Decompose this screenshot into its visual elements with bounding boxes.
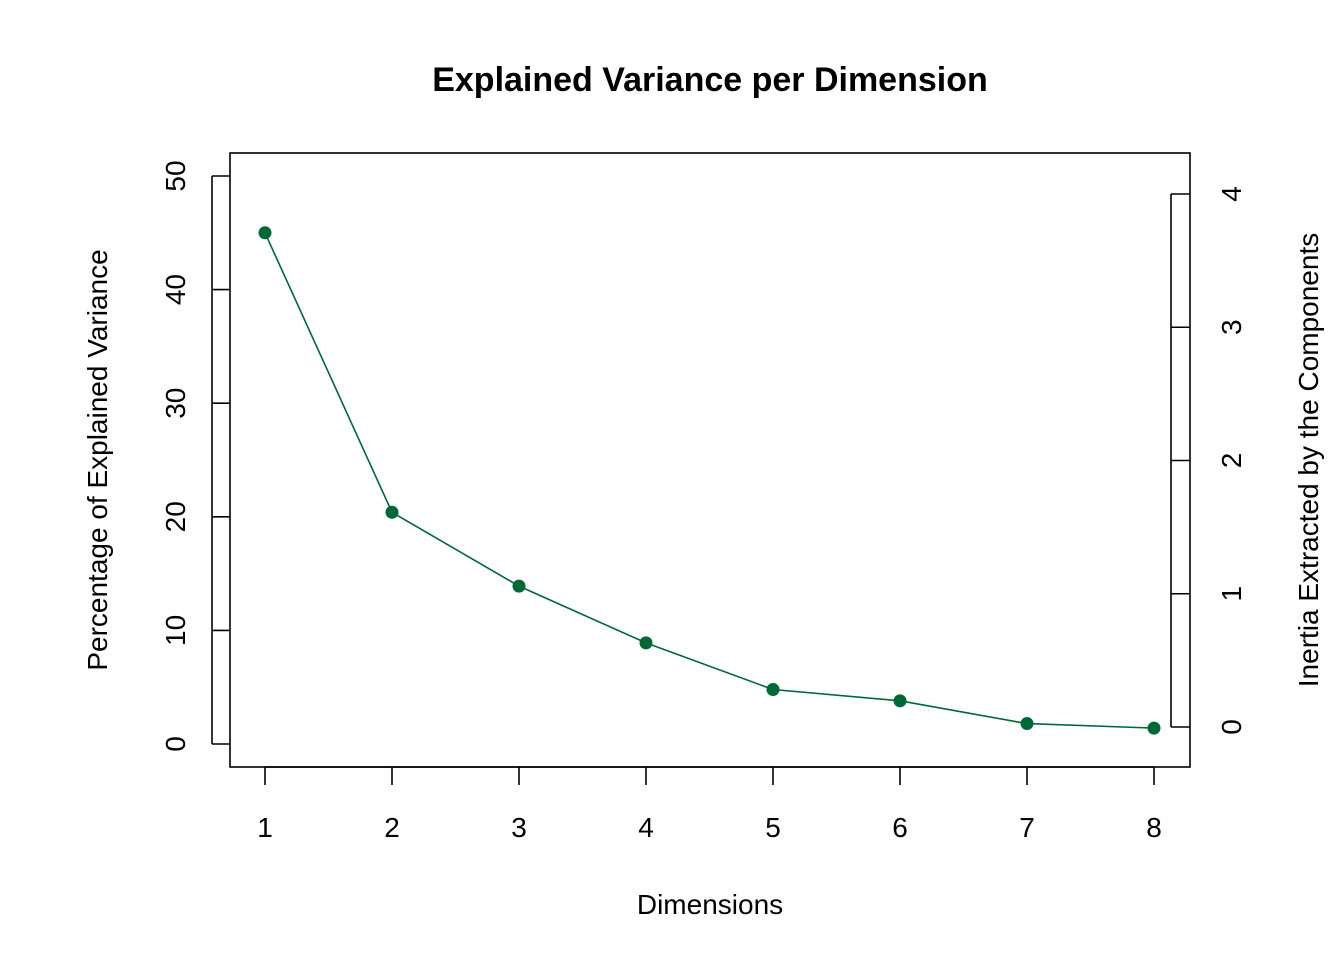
y-axis-label: Percentage of Explained Variance bbox=[82, 249, 113, 670]
secondary-y-tick-label: 4 bbox=[1216, 186, 1247, 202]
data-point bbox=[893, 694, 907, 708]
x-tick-label: 6 bbox=[892, 812, 908, 843]
y-axis: 0 10 20 30 40 50 bbox=[160, 160, 230, 752]
y-tick-label: 40 bbox=[160, 274, 191, 305]
plot-frame bbox=[229, 152, 1191, 768]
data-point bbox=[639, 636, 653, 650]
x-tick-label: 2 bbox=[384, 812, 400, 843]
secondary-y-tick-label: 0 bbox=[1216, 719, 1247, 735]
secondary-y-axis: 0 1 2 3 4 bbox=[1170, 186, 1247, 735]
x-axis: 1 2 3 4 5 6 7 8 bbox=[257, 766, 1162, 843]
x-tick-label: 7 bbox=[1019, 812, 1035, 843]
y-tick-label: 10 bbox=[160, 615, 191, 646]
secondary-y-tick-label: 2 bbox=[1216, 453, 1247, 469]
secondary-y-tick-label: 1 bbox=[1216, 586, 1247, 602]
y-tick-label: 0 bbox=[160, 736, 191, 752]
data-point bbox=[385, 505, 399, 519]
secondary-y-axis-label: Inertia Extracted by the Components bbox=[1293, 233, 1324, 687]
x-tick-label: 8 bbox=[1146, 812, 1162, 843]
data-point bbox=[1020, 717, 1034, 731]
data-point bbox=[258, 226, 272, 240]
data-point bbox=[766, 682, 780, 696]
x-tick-label: 4 bbox=[638, 812, 654, 843]
x-tick-label: 5 bbox=[765, 812, 781, 843]
series-line bbox=[264, 232, 1155, 729]
data-point bbox=[512, 579, 526, 593]
chart-title: Explained Variance per Dimension bbox=[432, 61, 988, 99]
data-point bbox=[1147, 721, 1161, 735]
y-tick-label: 20 bbox=[160, 501, 191, 532]
secondary-y-tick-label: 3 bbox=[1216, 319, 1247, 335]
y-tick-label: 30 bbox=[160, 388, 191, 419]
data-points bbox=[258, 226, 1161, 735]
x-tick-label: 1 bbox=[257, 812, 273, 843]
y-tick-label: 50 bbox=[160, 160, 191, 191]
x-axis-label: Dimensions bbox=[637, 889, 783, 920]
x-tick-label: 3 bbox=[511, 812, 527, 843]
